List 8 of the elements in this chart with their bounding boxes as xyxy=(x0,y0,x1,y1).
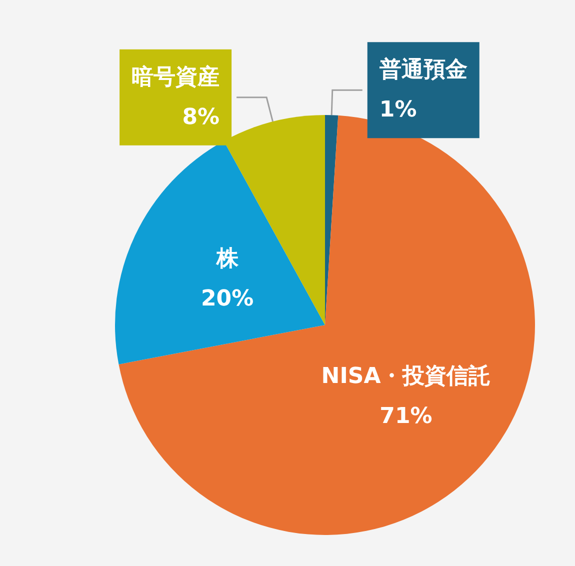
slice-label: NISA・投資信託 xyxy=(321,364,491,389)
data-label: 8% xyxy=(182,104,220,130)
slice-label: 暗号資産 xyxy=(132,64,220,90)
data-label: 20% xyxy=(200,286,254,312)
slice-label: 株 xyxy=(215,246,240,272)
data-label: 71% xyxy=(380,404,432,429)
data-label: 1% xyxy=(379,98,417,123)
slice-label: 普通預金 xyxy=(378,56,468,83)
